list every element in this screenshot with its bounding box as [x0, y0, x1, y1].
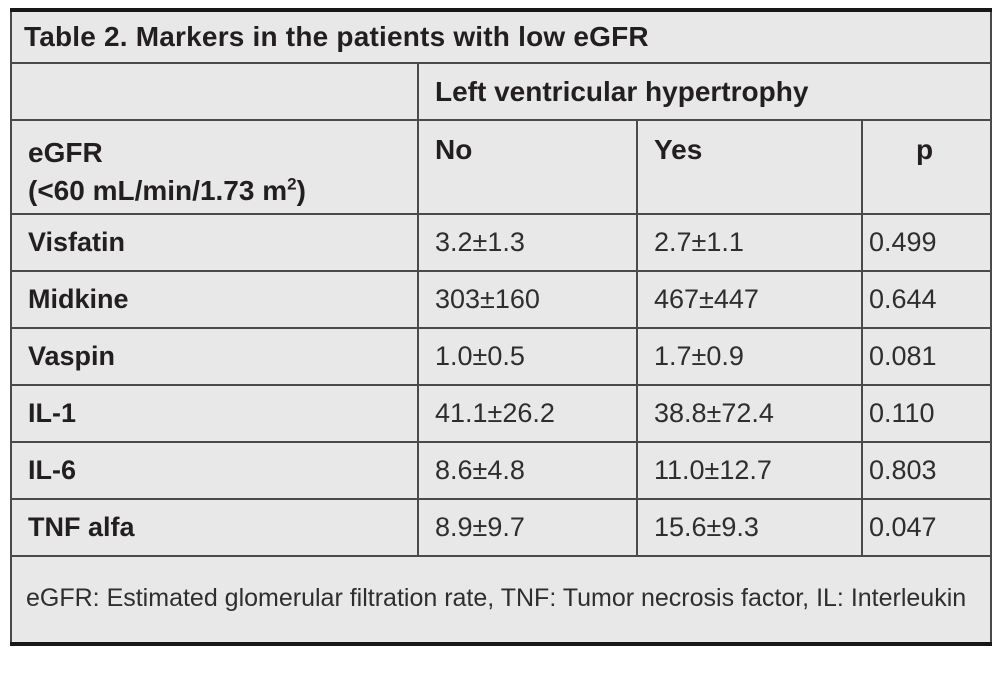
empty-corner-cell: [10, 62, 419, 121]
marker-label: Midkine: [10, 270, 419, 329]
value-yes: 11.0±12.7: [636, 441, 863, 500]
group-header-lvh: Left ventricular hypertrophy: [417, 62, 992, 121]
value-yes: 1.7±0.9: [636, 327, 863, 386]
egfr-criteria-superscript: 2: [287, 174, 297, 194]
marker-label: TNF alfa: [10, 498, 419, 557]
egfr-label: eGFR: [28, 137, 103, 168]
value-p: 0.803: [861, 441, 992, 500]
column-header-row: eGFR (<60 mL/min/1.73 m2) No Yes p: [10, 119, 992, 215]
table-row-visfatin: Visfatin 3.2±1.3 2.7±1.1 0.499: [10, 213, 992, 272]
marker-label: IL-6: [10, 441, 419, 500]
value-no: 8.6±4.8: [417, 441, 638, 500]
value-p: 0.499: [861, 213, 992, 272]
egfr-criteria-prefix: (<60 mL/min/1.73 m: [28, 174, 288, 206]
value-no: 3.2±1.3: [417, 213, 638, 272]
value-yes: 467±447: [636, 270, 863, 329]
column-header-yes: Yes: [636, 119, 863, 215]
footnote-row: eGFR: Estimated glomerular filtration ra…: [10, 555, 992, 645]
egfr-header-cell: eGFR (<60 mL/min/1.73 m2): [10, 119, 419, 215]
egfr-criteria-suffix: ): [296, 174, 306, 206]
value-yes: 15.6±9.3: [636, 498, 863, 557]
column-header-p: p: [861, 119, 992, 215]
group-header-row: Left ventricular hypertrophy: [10, 62, 992, 121]
marker-label: Vaspin: [10, 327, 419, 386]
table-title: Table 2. Markers in the patients with lo…: [10, 9, 992, 64]
footnote: eGFR: Estimated glomerular filtration ra…: [10, 555, 992, 645]
value-no: 41.1±26.2: [417, 384, 638, 443]
value-yes: 38.8±72.4: [636, 384, 863, 443]
value-p: 0.644: [861, 270, 992, 329]
value-p: 0.110: [861, 384, 992, 443]
value-p: 0.047: [861, 498, 992, 557]
value-no: 303±160: [417, 270, 638, 329]
table-row-vaspin: Vaspin 1.0±0.5 1.7±0.9 0.081: [10, 327, 992, 386]
value-yes: 2.7±1.1: [636, 213, 863, 272]
marker-label: Visfatin: [10, 213, 419, 272]
table-row-il1: IL-1 41.1±26.2 38.8±72.4 0.110: [10, 384, 992, 443]
markers-table: Table 2. Markers in the patients with lo…: [10, 8, 992, 646]
title-row: Table 2. Markers in the patients with lo…: [10, 9, 992, 64]
value-no: 1.0±0.5: [417, 327, 638, 386]
table-row-midkine: Midkine 303±160 467±447 0.644: [10, 270, 992, 329]
egfr-criteria: (<60 mL/min/1.73 m2): [28, 175, 306, 206]
value-no: 8.9±9.7: [417, 498, 638, 557]
marker-label: IL-1: [10, 384, 419, 443]
table-row-il6: IL-6 8.6±4.8 11.0±12.7 0.803: [10, 441, 992, 500]
table-row-tnf-alfa: TNF alfa 8.9±9.7 15.6±9.3 0.047: [10, 498, 992, 557]
column-header-no: No: [417, 119, 638, 215]
value-p: 0.081: [861, 327, 992, 386]
